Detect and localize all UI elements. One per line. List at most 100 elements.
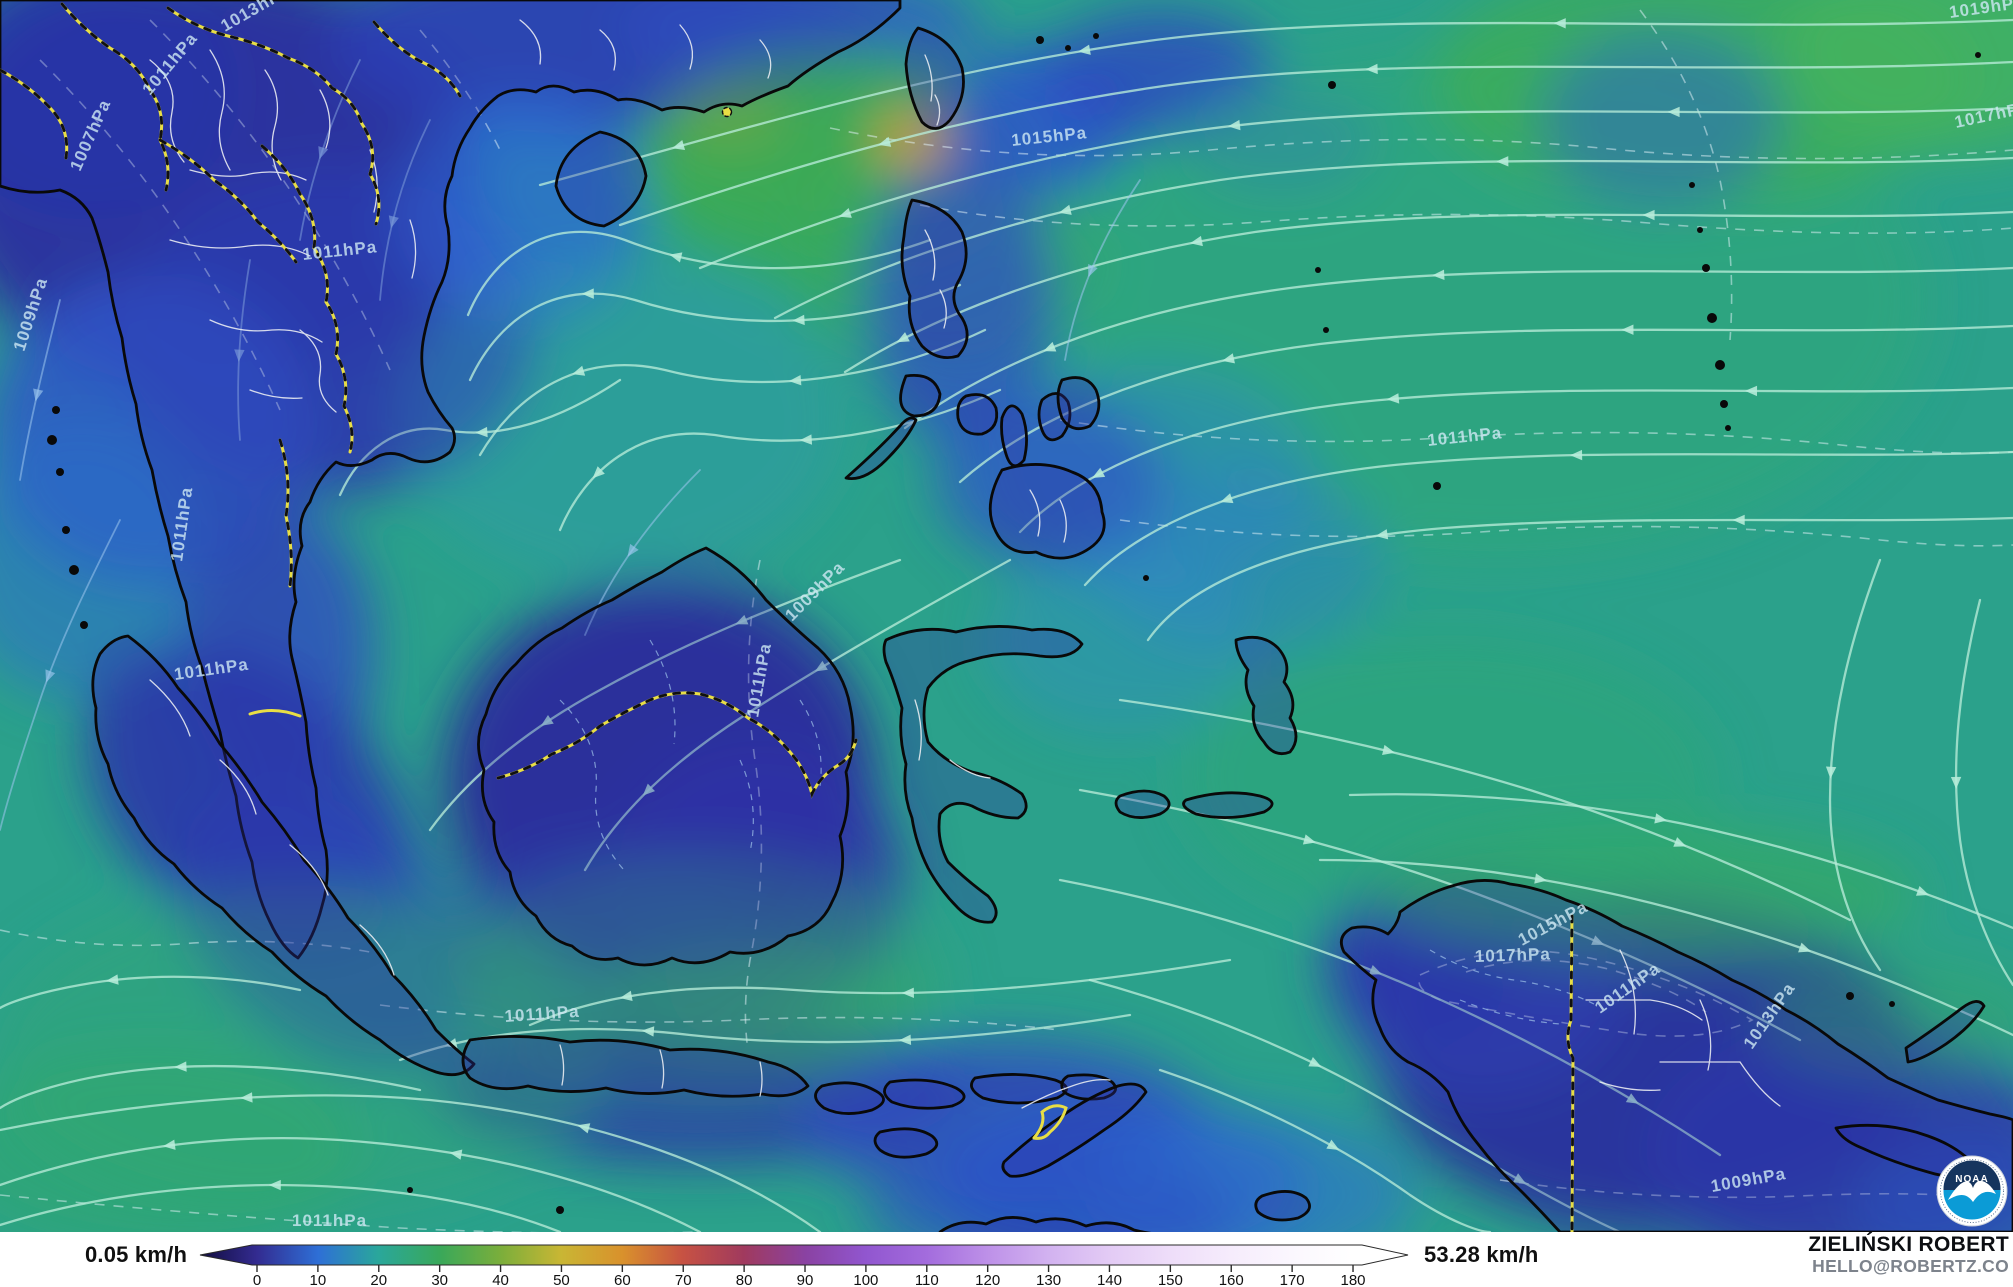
wind-map[interactable]: 1013hPa1011hPa1007hPa1011hPa1009hPa1011h…: [0, 0, 2013, 1232]
legend-tick-label: 90: [797, 1272, 814, 1287]
flow-arrow-icon: [901, 987, 914, 999]
streamline: [773, 156, 2013, 320]
streamline: [468, 283, 962, 382]
coast-seram: [1182, 791, 1274, 819]
flow-arrow-icon: [1673, 837, 1687, 847]
streamline: [903, 266, 2013, 430]
legend-tick-label: 170: [1280, 1272, 1305, 1287]
isobar: [1119, 519, 2013, 547]
legend-max-label: 53.28 km/h: [1424, 1242, 1539, 1267]
streamline: [0, 1064, 422, 1110]
coast-bali: [814, 1081, 885, 1115]
colorbar-ticks: 0 10 20 30 40 50 60 70 80 90 100 110 120 130 140 150 160…: [253, 1265, 1366, 1287]
coast-mainland-asia: [0, 0, 902, 960]
flow-arrow-icon: [1591, 935, 1605, 945]
attribution-email: HELLO@ROBERTZ.CO: [1812, 1255, 2009, 1276]
streamline: [1083, 450, 2013, 587]
flow-arrow-icon: [1326, 1139, 1340, 1150]
isobar: [39, 59, 281, 411]
flow-arrow-icon: [45, 669, 56, 683]
flow-arrow-icon: [572, 365, 586, 376]
coast-samar: [1056, 376, 1101, 431]
flow-arrow-icon: [581, 288, 594, 299]
flow-arrow-icon: [788, 375, 802, 386]
flow-arrow-icon: [1625, 1093, 1639, 1104]
coast-visayas-2: [1000, 404, 1028, 468]
flow-arrow-icon: [1570, 449, 1583, 461]
coast-flores: [970, 1073, 1068, 1105]
flow-arrow-icon: [641, 1026, 655, 1037]
streamline: [538, 18, 2013, 187]
coast-new-guinea: [1339, 879, 2013, 1232]
isobar: [744, 559, 763, 1051]
legend-tick-label: 30: [431, 1272, 448, 1287]
flow-arrow-icon: [388, 215, 399, 229]
legend-tick-label: 160: [1219, 1272, 1244, 1287]
flow-arrow-icon: [1078, 44, 1091, 55]
coast-luzon: [900, 198, 969, 360]
legend-tick-label: 50: [553, 1272, 570, 1287]
coast-mindanao: [988, 463, 1106, 560]
flow-arrow-icon: [1222, 353, 1235, 364]
flow-arrow-icon: [1382, 744, 1395, 756]
isobar: [1418, 950, 1754, 1037]
coast-sulawesi: [882, 625, 1084, 924]
streamlines-layer: [0, 18, 2013, 1232]
flow-arrow-icon: [1368, 964, 1382, 975]
flow-arrow-icon: [1092, 467, 1106, 478]
flow-arrow-icon: [1667, 106, 1680, 118]
attribution: ZIELIŃSKI ROBERT HELLO@ROBERTZ.CO: [1808, 1233, 2009, 1276]
legend-tick-label: 100: [853, 1272, 878, 1287]
coast-aru: [1254, 1190, 1311, 1222]
flow-arrow-icon: [1386, 393, 1400, 404]
flow-arrow-icon: [1365, 63, 1378, 75]
small-islands: [47, 33, 1981, 1214]
isobar: [919, 204, 2013, 234]
legend-tick-label: 0: [253, 1272, 261, 1287]
streamline: [1318, 858, 2013, 1037]
legend-tick-label: 20: [370, 1272, 387, 1287]
coast-borneo: [477, 546, 855, 967]
flow-arrow-icon: [163, 1139, 176, 1150]
flow-arrow-icon: [1745, 385, 1758, 397]
pressure-label: 1017hPa: [1474, 944, 1551, 966]
flow-arrow-icon: [174, 1061, 187, 1072]
flow-arrow-icon: [1375, 529, 1389, 540]
flow-arrow-icon: [627, 543, 639, 557]
flow-arrow-icon: [1043, 341, 1057, 352]
streamline: [1018, 386, 2013, 534]
noaa-bird-icon: [1948, 1180, 1996, 1202]
streamline: [1118, 698, 1852, 922]
legend-bar: 0.05 km/h 0 10 20 30 40 50 60 70 80 90 100 110 120 13…: [0, 1232, 2013, 1287]
flow-arrow-icon: [540, 714, 554, 726]
flow-arrow-icon: [1534, 873, 1547, 884]
flow-arrow-icon: [1088, 264, 1098, 278]
coast-sumba: [873, 1127, 939, 1159]
streamline: [528, 958, 1232, 1027]
flow-arrow-icon: [878, 136, 892, 147]
colorbar-body: [199, 1244, 1409, 1266]
flow-arrow-icon: [234, 349, 245, 362]
flow-arrow-icon: [735, 614, 749, 625]
flow-arrow-icon: [1058, 204, 1072, 215]
streamline: [428, 558, 902, 832]
flow-arrow-icon: [619, 990, 633, 1002]
isobar: [1465, 959, 1707, 1013]
flow-arrow-icon: [1553, 18, 1566, 29]
streamline: [0, 519, 121, 831]
coast-halmahera: [1234, 635, 1298, 756]
streamline: [478, 328, 987, 457]
flow-arrow-icon: [318, 146, 329, 160]
flow-arrow-icon: [1302, 834, 1316, 845]
legend-tick-label: 180: [1341, 1272, 1366, 1287]
coast-sumatra: [91, 634, 476, 1077]
streamline: [1146, 516, 2013, 642]
streamline: [466, 230, 932, 317]
streamline: [1828, 558, 1882, 972]
legend-tick-label: 120: [975, 1272, 1000, 1287]
flow-arrow-icon: [1642, 209, 1655, 221]
streamline: [0, 1094, 822, 1232]
streamline: [0, 1136, 702, 1232]
isobars-layer: [0, 9, 2013, 1232]
